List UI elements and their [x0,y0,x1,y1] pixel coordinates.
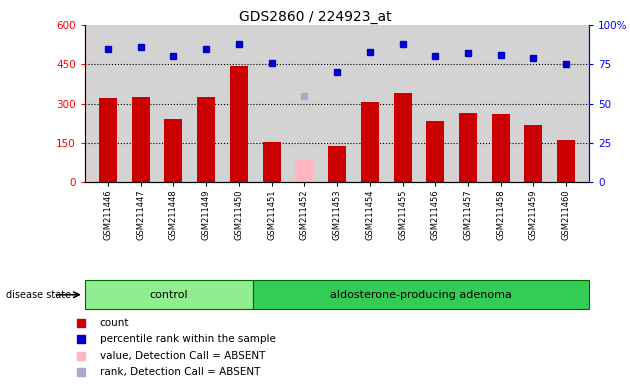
Bar [295,160,313,182]
Bar [361,103,379,182]
Bar [85,280,253,309]
Bar [263,142,280,182]
Bar [459,113,477,182]
Text: disease state: disease state [6,290,71,300]
Bar [524,125,542,182]
Text: value, Detection Call = ABSENT: value, Detection Call = ABSENT [100,351,265,361]
Bar [328,146,346,182]
Bar [557,141,575,182]
Text: aldosterone-producing adenoma: aldosterone-producing adenoma [330,290,512,300]
Bar [197,97,215,182]
Bar [253,280,589,309]
Text: control: control [150,290,188,300]
Text: count: count [100,318,129,328]
Bar [427,121,444,182]
Bar [394,93,411,182]
Text: percentile rank within the sample: percentile rank within the sample [100,334,275,344]
Bar [99,98,117,182]
Text: GDS2860 / 224923_at: GDS2860 / 224923_at [239,10,391,23]
Bar [132,97,150,182]
Bar [164,119,183,182]
Text: rank, Detection Call = ABSENT: rank, Detection Call = ABSENT [100,367,260,377]
Bar [491,114,510,182]
Bar [230,66,248,182]
